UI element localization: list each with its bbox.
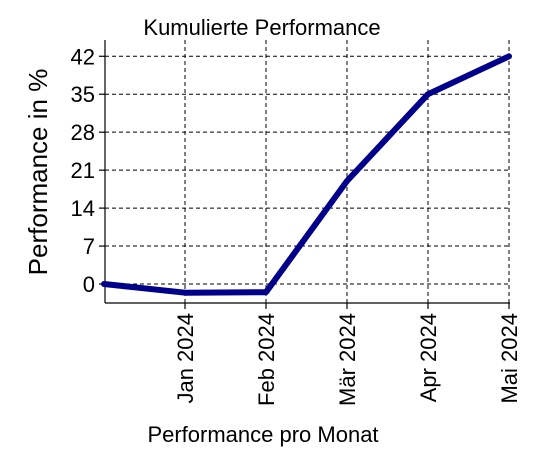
axes-layer xyxy=(104,40,510,304)
x-tick-label: Apr 2024 xyxy=(416,313,441,402)
y-tick-label: 14 xyxy=(71,196,95,221)
x-tick-label: Mai 2024 xyxy=(497,313,522,404)
y-tick-label: 28 xyxy=(71,120,95,145)
x-tick-label: Mär 2024 xyxy=(335,313,360,406)
x-axis-label: Performance pro Monat xyxy=(147,422,378,447)
y-tick-label: 0 xyxy=(83,272,95,297)
grid-layer xyxy=(105,40,510,303)
x-tick-layer: Jan 2024 Feb 2024 Mär 2024 Apr 2024 Mai 2024 xyxy=(173,303,522,406)
chart-title: Kumulierte Performance xyxy=(143,15,380,40)
y-tick-label: 42 xyxy=(71,44,95,69)
y-tick-label: 35 xyxy=(71,82,95,107)
y-tick-layer: 0 7 14 21 28 35 42 xyxy=(71,44,105,297)
x-tick-label: Feb 2024 xyxy=(254,313,279,406)
x-tick-label: Jan 2024 xyxy=(173,313,198,404)
y-tick-label: 7 xyxy=(83,234,95,259)
series-line xyxy=(101,53,512,296)
y-axis-label: Performance in % xyxy=(23,69,53,276)
y-tick-label: 21 xyxy=(71,158,95,183)
